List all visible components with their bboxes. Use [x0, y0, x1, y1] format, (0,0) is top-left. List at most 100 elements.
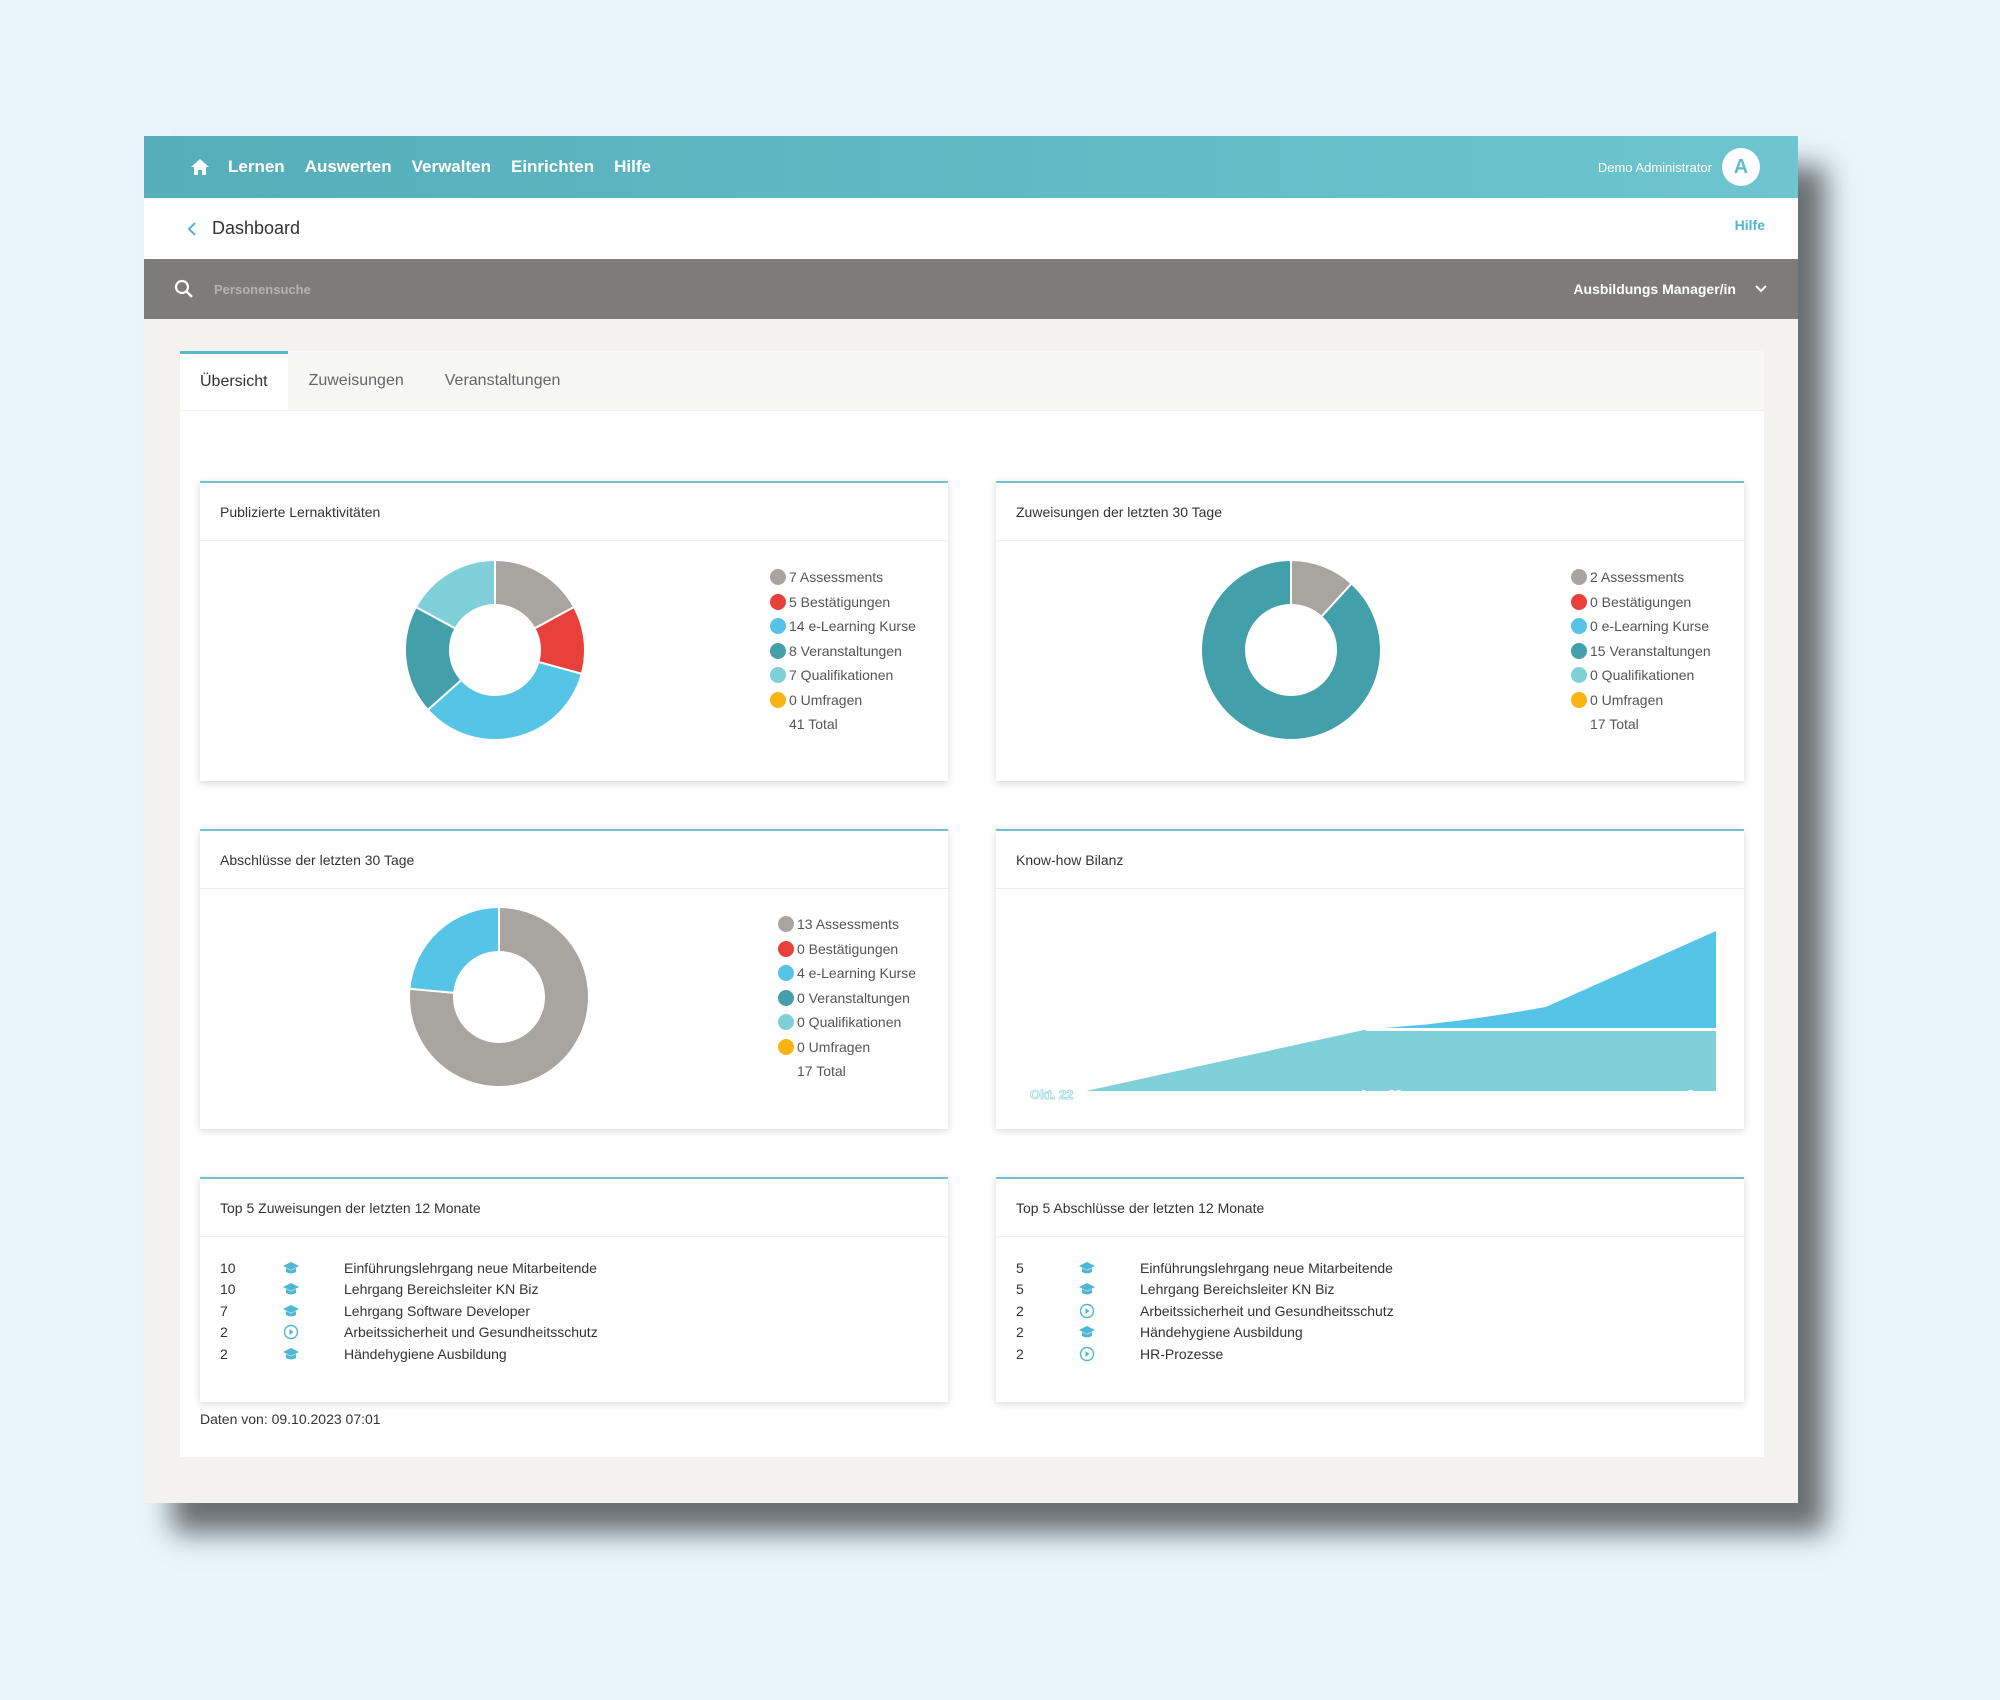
content-panel: Übersicht Zuweisungen Veranstaltungen Pu…: [180, 351, 1764, 1457]
item-name: Arbeitssicherheit und Gesundheitsschutz: [1140, 1302, 1394, 1319]
card-title: Publizierte Lernaktivitäten: [200, 483, 948, 541]
app-window: Lernen Auswerten Verwalten Einrichten Hi…: [144, 136, 1798, 1503]
item-count: 2: [1016, 1324, 1024, 1341]
legend-item: 2 Assessments: [1571, 565, 1711, 590]
card-abschluesse-30-tage: Abschlüsse der letzten 30 Tage 13 Assess…: [200, 829, 948, 1129]
legend-dot: [1571, 593, 1587, 610]
legend-dot: [778, 1038, 794, 1055]
legend-label: 0 Qualifikationen: [797, 1014, 902, 1031]
play-circle-icon: [1079, 1303, 1095, 1318]
item-name: Händehygiene Ausbildung: [1140, 1324, 1303, 1341]
legend-item: 0 Qualifikationen: [778, 1010, 916, 1035]
list-item[interactable]: 7 Lehrgang Software Developer: [220, 1300, 598, 1322]
legend-item: 0 e-Learning Kurse: [1571, 614, 1711, 639]
legend-item: 0 Umfragen: [1571, 688, 1711, 713]
list-item[interactable]: 5 Einführungslehrgang neue Mitarbeitende: [1016, 1257, 1394, 1279]
legend-dot: [770, 593, 786, 610]
legend-item: 0 Qualifikationen: [1571, 663, 1711, 688]
legend-dot: [770, 667, 786, 684]
donut-slice-assessments[interactable]: [408, 906, 590, 1088]
list-item[interactable]: 2 HR-Prozesse: [1016, 1343, 1394, 1365]
legend-dot: [770, 618, 786, 635]
legend-item: 8 Veranstaltungen: [770, 639, 916, 664]
tab-zuweisungen[interactable]: Zuweisungen: [288, 351, 424, 410]
legend-item: 14 e-Learning Kurse: [770, 614, 916, 639]
item-name: Einführungslehrgang neue Mitarbeitende: [1140, 1259, 1393, 1276]
legend-item: 13 Assessments: [778, 912, 916, 937]
donut-chart-abschluesse: [408, 906, 590, 1088]
list-item[interactable]: 5 Lehrgang Bereichsleiter KN Biz: [1016, 1279, 1394, 1301]
legend-label: 2 Assessments: [1590, 569, 1685, 586]
donut-slice-e-learning-kurse[interactable]: [426, 660, 584, 741]
top5-list: 10 Einführungslehrgang neue Mitarbeitende…: [220, 1257, 598, 1365]
tab-veranstaltungen[interactable]: Veranstaltungen: [424, 351, 581, 410]
user-name[interactable]: Demo Administrator: [1597, 159, 1712, 175]
legend-dot: [1571, 667, 1587, 684]
graduation-cap-icon: [1079, 1326, 1095, 1338]
donut-slice-e-learning-kurse[interactable]: [408, 906, 500, 994]
donut-chart-zuweisungen: [1200, 559, 1382, 741]
legend-dot: [778, 989, 794, 1006]
legend: 2 Assessments 0 Bestätigungen 0 e-Learni…: [1571, 565, 1711, 736]
tab-uebersicht[interactable]: Übersicht: [180, 351, 288, 410]
list-item[interactable]: 10 Lehrgang Bereichsleiter KN Biz: [220, 1279, 598, 1301]
tab-bar: Übersicht Zuweisungen Veranstaltungen: [180, 351, 1764, 411]
legend: 7 Assessments 5 Bestätigungen 14 e-Learn…: [770, 565, 916, 736]
list-item[interactable]: 10 Einführungslehrgang neue Mitarbeitende: [220, 1257, 598, 1279]
chevron-left-icon[interactable]: [186, 221, 198, 237]
help-link[interactable]: Hilfe: [1734, 216, 1765, 233]
card-lernaktivitaeten: Publizierte Lernaktivitäten 7 Assessment…: [200, 481, 948, 781]
legend-item: 0 Umfragen: [778, 1035, 916, 1060]
donut-slice-qualifikationen[interactable]: [414, 559, 496, 630]
graduation-cap-icon: [1079, 1261, 1095, 1274]
legend-dot: [1571, 691, 1587, 708]
x-axis-label-sep23: Sep. 23: [1686, 1087, 1726, 1102]
legend-label: 8 Veranstaltungen: [789, 642, 902, 659]
area-series-1: [1086, 1029, 1716, 1091]
nav-verwalten[interactable]: Verwalten: [411, 157, 491, 176]
legend-dot: [778, 965, 794, 982]
item-count: 2: [220, 1345, 228, 1362]
item-name: HR-Prozesse: [1140, 1345, 1224, 1362]
item-count: 7: [220, 1302, 228, 1319]
nav-hilfe[interactable]: Hilfe: [614, 157, 651, 176]
item-count: 2: [1016, 1345, 1024, 1362]
page-title: Dashboard: [212, 218, 301, 238]
legend-dot: [770, 642, 786, 659]
card-top5-zuweisungen: Top 5 Zuweisungen der letzten 12 Monate …: [200, 1177, 948, 1402]
avatar[interactable]: A: [1722, 148, 1760, 186]
item-name: Lehrgang Bereichsleiter KN Biz: [344, 1281, 539, 1298]
person-search-input[interactable]: [214, 281, 614, 297]
graduation-cap-icon: [283, 1261, 299, 1274]
legend-dot: [778, 1014, 794, 1031]
card-title: Know-how Bilanz: [996, 831, 1744, 889]
list-item[interactable]: 2 Arbeitssicherheit und Gesundheitsschutz: [1016, 1300, 1394, 1322]
item-name: Arbeitssicherheit und Gesundheitsschutz: [344, 1324, 598, 1341]
legend-total: 17 Total: [1590, 716, 1639, 732]
legend-item: 7 Qualifikationen: [770, 663, 916, 688]
card-knowhow-bilanz: Know-how Bilanz Okt. 22 Apr. 23 Sep. 23: [996, 829, 1744, 1129]
nav-auswerten[interactable]: Auswerten: [304, 157, 392, 176]
legend-item: 4 e-Learning Kurse: [778, 961, 916, 986]
search-icon[interactable]: [174, 279, 194, 299]
role-select[interactable]: Ausbildungs Manager/in: [1573, 281, 1768, 297]
list-item[interactable]: 2 Händehygiene Ausbildung: [220, 1343, 598, 1365]
chevron-down-icon: [1755, 285, 1767, 293]
list-item[interactable]: 2 Händehygiene Ausbildung: [1016, 1322, 1394, 1344]
home-icon[interactable]: [190, 158, 210, 176]
search-bar: Ausbildungs Manager/in: [144, 259, 1798, 319]
donut-slice-veranstaltungen[interactable]: [1200, 559, 1382, 741]
nav-einrichten[interactable]: Einrichten: [510, 157, 595, 176]
legend-dot: [778, 916, 794, 933]
item-count: 2: [220, 1324, 228, 1341]
list-item[interactable]: 2 Arbeitssicherheit und Gesundheitsschutz: [220, 1322, 598, 1344]
graduation-cap-icon: [1079, 1283, 1095, 1295]
legend-item: 5 Bestätigungen: [770, 590, 916, 615]
nav-lernen[interactable]: Lernen: [228, 157, 285, 176]
item-count: 10: [220, 1259, 236, 1276]
legend-label: 0 Qualifikationen: [1590, 667, 1695, 684]
legend-label: 5 Bestätigungen: [789, 593, 891, 610]
legend: 13 Assessments 0 Bestätigungen 4 e-Learn…: [778, 912, 916, 1083]
legend-dot: [1571, 642, 1587, 659]
item-count: 2: [1016, 1302, 1024, 1319]
